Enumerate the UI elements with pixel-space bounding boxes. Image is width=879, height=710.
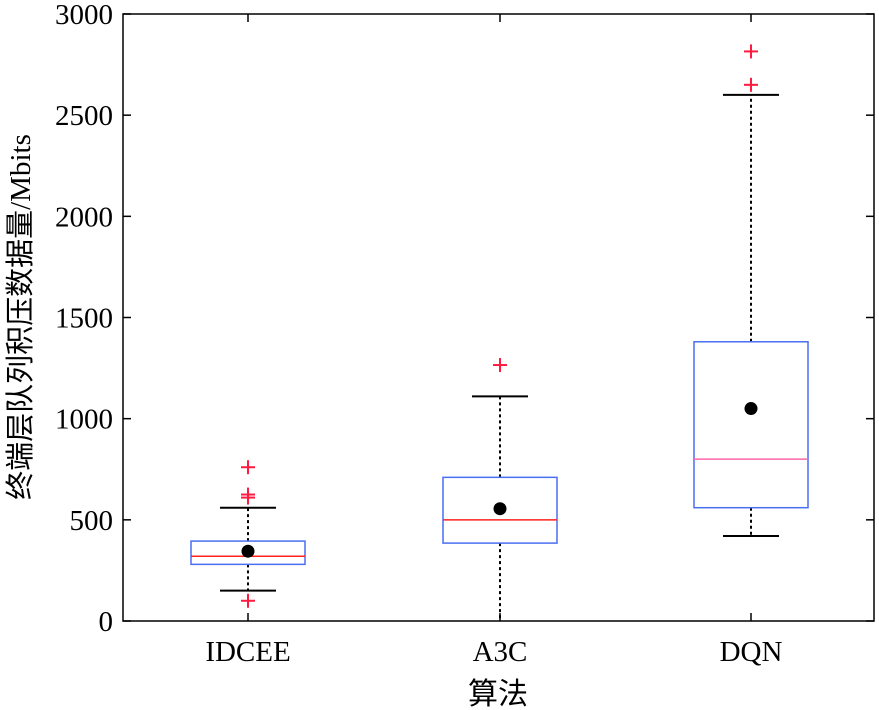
iqr-box [190,540,306,566]
x-tick-label: IDCEE [205,636,290,668]
x-tick-label: DQN [720,636,783,668]
boxes-group [190,44,809,621]
outlier-marker [241,487,255,502]
y-tick-label: 3000 [55,0,113,31]
outlier-marker [744,77,758,92]
x-axis: IDCEE A3C DQN [205,14,782,668]
box-a3c [442,358,558,621]
y-tick-label: 1000 [55,404,113,436]
mean-marker [241,544,255,558]
box-idcee [190,460,306,608]
box-dqn [693,44,809,538]
x-tick-label: A3C [473,636,528,668]
outlier-marker [241,593,255,608]
mean-marker [744,402,758,416]
iqr-box [442,476,558,544]
x-axis-label: 算法 [468,678,528,710]
y-axis: 0 500 1000 1500 2000 2500 3000 [55,0,874,638]
y-tick-label: 1500 [55,303,113,335]
y-tick-label: 0 [99,606,114,638]
mean-marker [493,502,507,516]
y-tick-label: 2500 [55,100,113,132]
outlier-marker [241,460,255,475]
plot-area [122,13,875,622]
iqr-box [693,341,809,509]
outlier-marker [744,44,758,59]
outlier-marker [493,358,507,373]
y-axis-label: 终端层队列积压数据量/Mbits [4,134,37,500]
y-tick-label: 2000 [55,201,113,233]
y-tick-label: 500 [70,505,114,537]
